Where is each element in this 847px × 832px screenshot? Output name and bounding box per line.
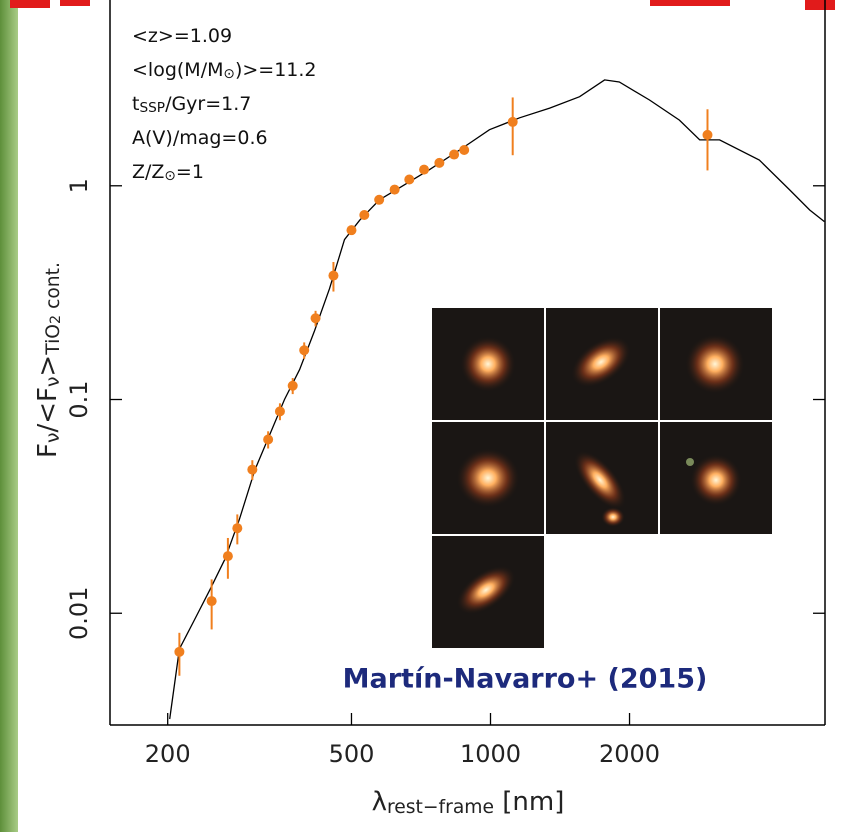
galaxy-thumbnails	[432, 308, 772, 648]
annotation: <z>=1.09	[132, 25, 232, 47]
annotation: <log(M/M⊙)>=11.2	[132, 59, 317, 83]
text-part: ⊙	[164, 168, 175, 184]
text-part: <log(M/M	[132, 59, 223, 81]
data-point	[232, 523, 243, 534]
annotation: Z/Z⊙=1	[132, 161, 204, 185]
y-tick-label: 0.01	[65, 587, 93, 640]
text-part: >	[33, 355, 63, 377]
cut-title	[10, 0, 835, 10]
plot: 200 500 1000 2000 0.01 0.1 1 λrest−frame [nm] Fν…	[33, 0, 826, 818]
text-part: /Gyr=1.7	[165, 93, 251, 115]
text-part: F	[33, 443, 63, 458]
data-point	[263, 434, 274, 445]
text-part: ν	[43, 433, 64, 443]
text-part: A(V)/mag=0.6	[132, 127, 268, 149]
text-part: λ	[372, 787, 387, 817]
y-axis-label: Fν/<Fν>TiO2 cont.	[33, 262, 65, 458]
data-point	[359, 209, 370, 220]
data-point	[434, 157, 445, 168]
data-area	[169, 79, 825, 720]
x-tick-label: 200	[145, 740, 191, 768]
data-point	[419, 164, 430, 175]
data-point	[174, 646, 185, 657]
text-part: TiO	[43, 324, 64, 356]
text-part: [nm]	[494, 787, 564, 817]
data-point	[287, 380, 298, 391]
text-part: rest−frame	[387, 797, 494, 818]
data-point	[346, 225, 357, 236]
text-part: <z>=1.09	[132, 25, 232, 47]
data-point	[507, 116, 518, 127]
data-point	[274, 406, 285, 417]
side-bar	[0, 0, 18, 832]
data-point	[389, 184, 400, 195]
text-part: ⊙	[223, 66, 234, 82]
y-tick-label: 1	[65, 178, 93, 193]
text-part: SSP	[139, 100, 165, 116]
data-point	[404, 174, 415, 185]
y-tick-label: 0.1	[65, 380, 93, 418]
data-point	[374, 194, 385, 205]
text-part: /<F	[33, 387, 63, 433]
text-part: 2	[48, 315, 64, 324]
x-tick-label: 1000	[460, 740, 521, 768]
spectrum-line	[169, 79, 825, 720]
x-tick-label: 500	[329, 740, 375, 768]
data-point	[310, 313, 321, 324]
text-part: ν	[43, 377, 64, 387]
data-point	[206, 596, 217, 607]
x-axis-label: λrest−frame [nm]	[372, 787, 565, 819]
credit: Martín-Navarro+ (2015)	[343, 664, 708, 695]
text-part: cont.	[43, 262, 64, 315]
data-point	[459, 145, 470, 156]
x-tick-label: 2000	[599, 740, 660, 768]
text-part: =1	[176, 161, 204, 183]
data-point	[247, 464, 258, 475]
text-part: )>=11.2	[235, 59, 317, 81]
annotation: A(V)/mag=0.6	[132, 127, 268, 149]
data-point	[449, 149, 460, 160]
data-point	[299, 345, 310, 356]
text-part: Z/Z	[132, 161, 164, 183]
annotation: tSSP/Gyr=1.7	[132, 93, 251, 117]
text-part: t	[132, 93, 139, 115]
data-point	[328, 270, 339, 281]
data-point	[222, 551, 233, 562]
data-point	[702, 129, 713, 140]
